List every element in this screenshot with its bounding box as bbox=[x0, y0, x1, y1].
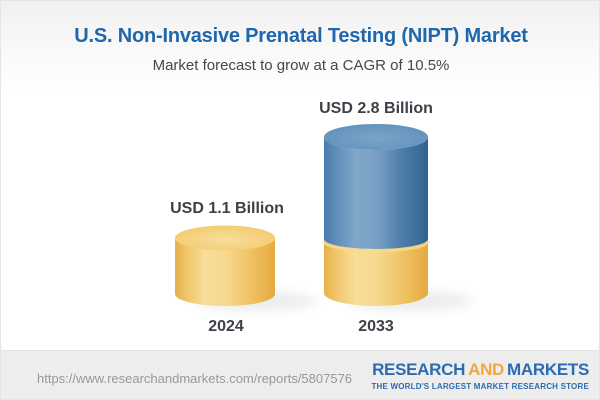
footer-bar bbox=[1, 350, 599, 399]
bar-2033-category-label: 2033 bbox=[358, 318, 394, 335]
logo-wordmark: RESEARCH AND MARKETS bbox=[371, 360, 589, 380]
logo-word-markets: MARKETS bbox=[507, 360, 589, 379]
page-subtitle: Market forecast to grow at a CAGR of 10.… bbox=[152, 57, 450, 74]
bar-2033-gold-segment bbox=[324, 239, 428, 306]
logo-word-and: AND bbox=[468, 360, 505, 379]
research-and-markets-logo: RESEARCH AND MARKETS THE WORLD'S LARGEST M… bbox=[371, 360, 589, 391]
bar-2024-cylinder-body bbox=[175, 238, 275, 306]
bar-2033-segment-rim-highlight bbox=[322, 240, 430, 253]
logo-word-research: RESEARCH bbox=[372, 360, 466, 379]
report-url: https://www.researchandmarkets.com/repor… bbox=[37, 371, 353, 386]
bar-2024-category-label: 2024 bbox=[208, 318, 244, 335]
bar-2033-cylinder-top bbox=[324, 124, 428, 150]
bar-2033-value-label: USD 2.8 Billion bbox=[319, 100, 433, 117]
bar-2033-blue-segment bbox=[324, 137, 428, 249]
page-title: U.S. Non-Invasive Prenatal Testing (NIPT… bbox=[74, 25, 528, 47]
bar-2024-value-label: USD 1.1 Billion bbox=[170, 200, 284, 217]
header-background bbox=[1, 1, 599, 93]
bar-2024-cylinder-top bbox=[175, 225, 275, 251]
logo-tagline: THE WORLD'S LARGEST MARKET RESEARCH STOR… bbox=[371, 382, 589, 391]
